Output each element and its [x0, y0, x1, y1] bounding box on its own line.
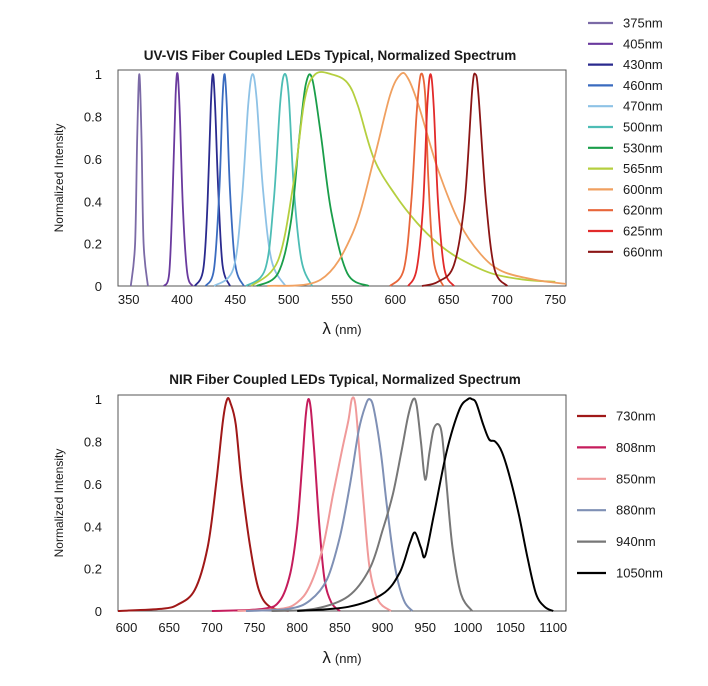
series-line-850nm — [237, 396, 392, 612]
legend-label: 808nm — [616, 440, 656, 455]
legend-label: 1050nm — [616, 566, 663, 581]
x-tick-label: 600 — [384, 292, 406, 307]
x-tick-label: 500 — [278, 292, 300, 307]
series-line-565nm — [250, 71, 556, 287]
chart-title: UV-VIS Fiber Coupled LEDs Typical, Norma… — [144, 48, 517, 63]
x-axis-label-unit: (nm) — [335, 651, 362, 666]
y-tick-label: 1 — [95, 392, 102, 407]
series-line-430nm — [193, 73, 231, 287]
legend-label: 880nm — [616, 503, 656, 518]
y-axis-label: Normalized Intensity — [52, 449, 66, 558]
series-line-660nm — [421, 72, 509, 287]
y-tick-label: 0.6 — [84, 152, 102, 167]
legend-label: 600nm — [623, 182, 663, 197]
series-line-470nm — [213, 73, 287, 287]
x-tick-label: 350 — [118, 292, 140, 307]
y-tick-label: 0.8 — [84, 435, 102, 450]
chart-title: NIR Fiber Coupled LEDs Typical, Normaliz… — [169, 372, 521, 387]
y-tick-label: 0.2 — [84, 237, 102, 252]
y-tick-label: 0 — [95, 279, 102, 294]
x-tick-label: 1050 — [496, 620, 525, 635]
y-tick-label: 0.4 — [84, 194, 102, 209]
legend-label: 375nm — [623, 16, 663, 31]
series-line-808nm — [211, 398, 341, 612]
x-tick-label: 400 — [171, 292, 193, 307]
y-axis-label: Normalized Intensity — [52, 124, 66, 233]
series-line-730nm — [117, 397, 289, 612]
legend-label: 405nm — [623, 36, 663, 51]
x-tick-label: 650 — [158, 620, 180, 635]
legend-label: 530nm — [623, 140, 663, 155]
series-line-375nm — [129, 73, 149, 287]
plot-frame — [117, 394, 567, 612]
x-tick-label: 850 — [329, 620, 351, 635]
legend-label: 850nm — [616, 471, 656, 486]
plot-frame — [117, 69, 567, 287]
x-tick-label: 650 — [438, 292, 460, 307]
y-tick-label: 0.6 — [84, 477, 102, 492]
legend-label: 940nm — [616, 534, 656, 549]
legend-label: 460nm — [623, 78, 663, 93]
x-tick-label: 1000 — [453, 620, 482, 635]
series-line-940nm — [271, 397, 473, 612]
y-tick-label: 0.4 — [84, 519, 102, 534]
legend-label: 430nm — [623, 57, 663, 72]
series-line-460nm — [204, 73, 245, 287]
x-tick-label: 700 — [491, 292, 513, 307]
series-line-530nm — [256, 73, 370, 287]
legend-label: 565nm — [623, 161, 663, 176]
legend-label: 470nm — [623, 99, 663, 114]
x-tick-label: 750 — [244, 620, 266, 635]
series-line-880nm — [245, 398, 414, 612]
legend-label: 620nm — [623, 203, 663, 218]
legend-label: 730nm — [616, 409, 656, 424]
series-line-405nm — [163, 72, 194, 287]
x-tick-label: 600 — [116, 620, 138, 635]
legend-label: 500nm — [623, 120, 663, 135]
x-tick-label: 450 — [224, 292, 246, 307]
series-line-600nm — [267, 72, 567, 287]
nir-chart: NIR Fiber Coupled LEDs Typical, Normaliz… — [52, 372, 663, 667]
series-line-1050nm — [297, 397, 554, 612]
series-line-620nm — [389, 72, 445, 287]
x-axis-label-symbol: λ — [322, 319, 331, 338]
x-axis-label-unit: (nm) — [335, 322, 362, 337]
uvvis-chart: UV-VIS Fiber Coupled LEDs Typical, Norma… — [52, 16, 663, 339]
x-axis-label: λ (nm) — [322, 319, 361, 338]
legend-label: 660nm — [623, 244, 663, 259]
x-tick-label: 750 — [544, 292, 566, 307]
x-tick-label: 700 — [201, 620, 223, 635]
y-tick-label: 0.2 — [84, 562, 102, 577]
x-tick-label: 950 — [414, 620, 436, 635]
x-tick-label: 900 — [372, 620, 394, 635]
x-axis-label: λ (nm) — [322, 648, 361, 667]
x-tick-label: 550 — [331, 292, 353, 307]
y-tick-label: 1 — [95, 67, 102, 82]
x-tick-label: 800 — [286, 620, 308, 635]
y-tick-label: 0 — [95, 604, 102, 619]
legend-label: 625nm — [623, 224, 663, 239]
series-line-625nm — [407, 73, 455, 287]
y-tick-label: 0.8 — [84, 110, 102, 125]
x-tick-label: 1100 — [539, 620, 567, 635]
series-line-500nm — [245, 73, 313, 287]
x-axis-label-symbol: λ — [322, 648, 331, 667]
